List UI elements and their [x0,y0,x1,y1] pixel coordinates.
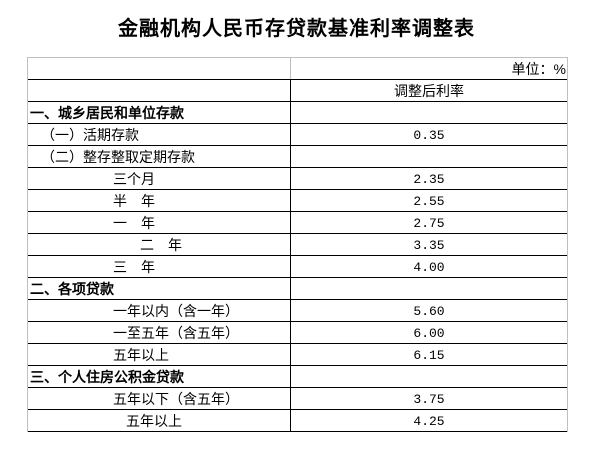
row-value: 0.35 [413,128,445,143]
header-col-adjusted-rate: 调整后利率 [394,83,464,99]
header-col-category [28,80,291,101]
row-value: 2.35 [413,172,445,187]
table-row: 三、个人住房公积金贷款 [28,366,567,388]
table-row: 二 年 3.35 [28,234,567,256]
row-label: 三个月 [28,168,291,189]
row-value: 6.15 [413,348,445,363]
row-label: 二 年 [28,234,291,255]
table-row: （一）活期存款 0.35 [28,124,567,146]
table-row: 一至五年（含五年） 6.00 [28,322,567,344]
row-value: 2.55 [413,194,445,209]
table-row: 三 年 4.00 [28,256,567,278]
row-value: 5.60 [413,304,445,319]
row-value: 4.00 [413,260,445,275]
unit-label: 单位：% [511,61,566,77]
table-row: 五年以上 6.15 [28,344,567,366]
row-label: 五年以上 [28,410,291,431]
table-row: 一年以内（含一年） 5.60 [28,300,567,322]
table-row: 五年以下（含五年） 3.75 [28,388,567,410]
row-value: 3.35 [413,238,445,253]
row-label: 二、各项贷款 [28,278,291,299]
table-row: 二、各项贷款 [28,278,567,300]
table-row: 半 年 2.55 [28,190,567,212]
row-value [291,278,567,299]
header-row: 调整后利率 [28,80,567,102]
unit-row-spacer [28,58,291,79]
table-row: 五年以上 4.25 [28,410,567,432]
row-value: 4.25 [413,414,445,429]
row-label: 三 年 [28,256,291,277]
table-row: 一 年 2.75 [28,212,567,234]
row-label: （二）整存整取定期存款 [28,146,291,167]
rate-table: 单位：% 调整后利率 一、城乡居民和单位存款 （一）活期存款 0.35 （二）整存整取… [27,57,568,432]
row-value [291,146,567,167]
row-label: 一年以内（含一年） [28,300,291,321]
row-label: 一、城乡居民和单位存款 [28,102,291,123]
table-row: 一、城乡居民和单位存款 [28,102,567,124]
row-value [291,366,567,387]
row-value [291,102,567,123]
page-title: 金融机构人民币存贷款基准利率调整表 [118,18,475,40]
row-label: 五年以上 [28,344,291,365]
table-row: （二）整存整取定期存款 [28,146,567,168]
row-label: 三、个人住房公积金贷款 [28,366,291,387]
row-value: 3.75 [413,392,445,407]
row-value: 2.75 [413,216,445,231]
row-label: （一）活期存款 [28,124,291,145]
row-label: 半 年 [28,190,291,211]
row-value: 6.00 [413,326,445,341]
row-label: 一 年 [28,212,291,233]
unit-row: 单位：% [28,58,567,80]
table-row: 三个月 2.35 [28,168,567,190]
table-body: 一、城乡居民和单位存款 （一）活期存款 0.35 （二）整存整取定期存款 三个月 2.35… [28,102,567,432]
row-label: 五年以下（含五年） [28,388,291,409]
row-label: 一至五年（含五年） [28,322,291,343]
